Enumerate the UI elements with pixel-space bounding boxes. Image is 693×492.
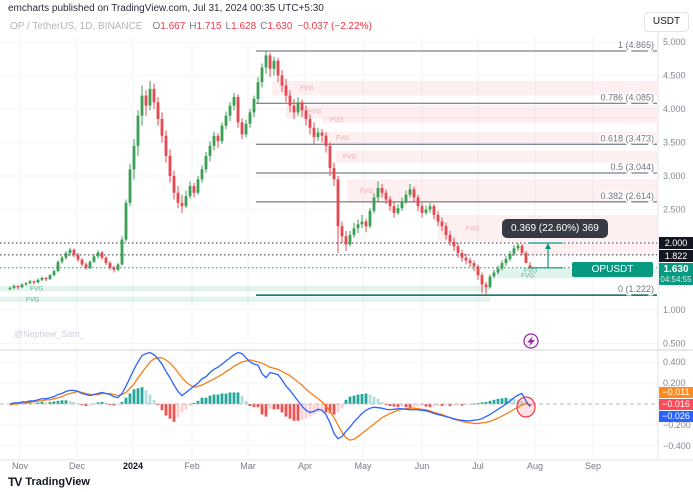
svg-text:2024: 2024: [123, 461, 143, 471]
svg-text:−0.400: −0.400: [663, 441, 691, 451]
price-axis[interactable]: 5.000 4.500 4.000 3.500 3.000 2.500 1.000 0.500…: [663, 37, 691, 451]
svg-text:Apr: Apr: [298, 461, 312, 471]
svg-text:FVG: FVG: [524, 267, 537, 274]
svg-text:FVG: FVG: [330, 117, 343, 124]
svg-text:0.200: 0.200: [663, 378, 686, 388]
svg-text:FVG: FVG: [521, 273, 534, 280]
lightning-icon[interactable]: [523, 333, 539, 349]
svg-text:0.382 (2.614): 0.382 (2.614): [600, 191, 654, 201]
fib-retracement[interactable]: 1 (4.865) 0.786 (4.085) 0.618 (3.473) 0.5 (…: [256, 39, 657, 296]
svg-text:Sep: Sep: [585, 461, 601, 471]
svg-text:3.000: 3.000: [663, 171, 686, 181]
grid: [0, 36, 657, 458]
svg-text:FVG: FVG: [336, 135, 349, 142]
author-watermark: @Nephew_Sam_: [14, 329, 85, 339]
change-value: −0.037 (−2.22%): [297, 21, 372, 32]
macd-pane: [0, 351, 657, 441]
svg-text:1.000: 1.000: [663, 305, 686, 315]
svg-text:0.400: 0.400: [663, 357, 686, 367]
last-price-label: 1.630 04:54:55: [659, 263, 693, 285]
tradingview-logo[interactable]: TV TradingView: [8, 475, 90, 489]
symbol-price-flag: OPUSDT: [572, 262, 653, 277]
svg-text:4.000: 4.000: [663, 104, 686, 114]
svg-text:−0.200: −0.200: [663, 420, 691, 430]
publish-banner: emcharts published on TradingView.com, J…: [8, 3, 324, 14]
price-line-label-1822: 1.822: [659, 250, 693, 262]
macd-line: [9, 351, 531, 440]
close-value: 1.630: [267, 21, 293, 32]
symbol-title[interactable]: OP / TetherUS, 1D, BINANCE: [10, 21, 143, 32]
svg-text:0.5 (3.044): 0.5 (3.044): [610, 162, 654, 172]
pane-separators[interactable]: [0, 18, 693, 461]
last-price-value: 1.630: [663, 264, 689, 275]
time-axis[interactable]: Nov Dec 2024 Feb Mar Apr May Jun Jul Aug Sep: [12, 461, 601, 471]
svg-text:0.500: 0.500: [663, 339, 686, 349]
close-label: C: [260, 21, 268, 32]
high-label: H: [189, 21, 197, 32]
svg-text:Nov: Nov: [12, 461, 29, 471]
svg-text:May: May: [354, 461, 372, 471]
svg-text:Mar: Mar: [240, 461, 256, 471]
arrow-up-icon: [545, 243, 551, 249]
svg-text:0 (1.222): 0 (1.222): [618, 284, 654, 294]
open-label: O: [152, 21, 161, 32]
macd-hist-label: −0.016: [659, 399, 693, 410]
svg-text:0.618 (3.473): 0.618 (3.473): [600, 133, 654, 143]
svg-text:Jul: Jul: [472, 461, 484, 471]
svg-text:FVG: FVG: [26, 296, 39, 303]
tradingview-logo-text: TradingView: [25, 476, 90, 488]
svg-text:FVG: FVG: [343, 154, 356, 161]
svg-text:FVG: FVG: [466, 225, 479, 232]
macd-line-label: −0.026: [659, 411, 693, 422]
svg-text:4.500: 4.500: [663, 71, 686, 81]
svg-text:Jun: Jun: [415, 461, 430, 471]
svg-text:FVG: FVG: [360, 188, 373, 195]
bar-countdown: 04:54:55: [660, 275, 692, 284]
tradingview-logo-icon: TV: [8, 475, 22, 489]
svg-text:FVG: FVG: [300, 85, 313, 92]
candlestick-series: [8, 50, 532, 296]
svg-text:Dec: Dec: [69, 461, 86, 471]
svg-text:FVG: FVG: [30, 286, 43, 293]
low-value: 1.628: [231, 21, 257, 32]
price-range-tool[interactable]: [528, 242, 563, 269]
svg-text:0.786 (4.085): 0.786 (4.085): [600, 92, 654, 102]
svg-text:1 (4.865): 1 (4.865): [618, 40, 654, 50]
low-label: L: [225, 21, 232, 32]
high-value: 1.715: [196, 21, 222, 32]
svg-text:Aug: Aug: [527, 461, 543, 471]
svg-text:3.500: 3.500: [663, 138, 686, 148]
symbol-info-bar: OP / TetherUS, 1D, BINANCE O1.667 H1.715 L1…: [10, 21, 372, 32]
svg-text:FVG: FVG: [308, 109, 321, 116]
svg-text:2.500: 2.500: [663, 205, 686, 215]
currency-toggle-button[interactable]: USDT: [644, 12, 689, 32]
svg-text:5.000: 5.000: [663, 37, 686, 47]
macd-signal-line: [9, 357, 531, 441]
price-line-label-2000: 2.000: [659, 237, 693, 249]
open-value: 1.667: [160, 21, 186, 32]
macd-signal-label: −0.011: [659, 387, 693, 398]
measure-tooltip: 0.369 (22.60%) 369: [502, 219, 608, 238]
highlight-circle: [516, 396, 536, 418]
svg-text:Feb: Feb: [184, 461, 200, 471]
